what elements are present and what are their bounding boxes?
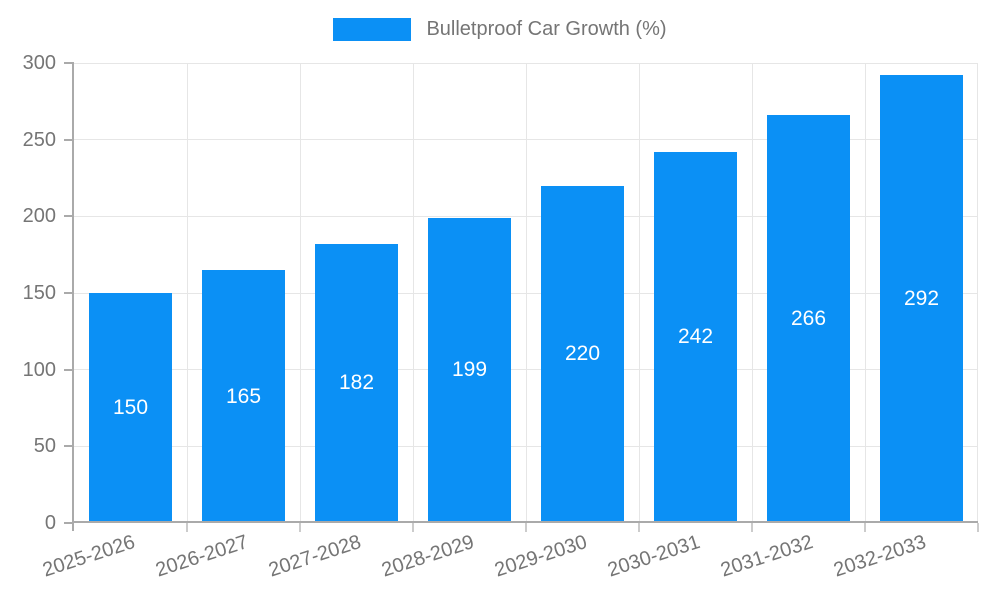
x-tick-4 [525, 523, 527, 532]
bar-2025-2026: 150 [89, 293, 172, 523]
y-tick-300 [64, 62, 74, 64]
y-tick-0 [64, 522, 74, 524]
bar-2032-2033: 292 [880, 75, 963, 523]
v-gridline-6 [751, 63, 753, 523]
bar-value-label: 182 [338, 371, 375, 395]
x-tick-5 [638, 523, 640, 532]
bar-value-label: 266 [790, 307, 827, 331]
legend: Bulletproof Car Growth (%) [0, 18, 1000, 41]
bar-2029-2030: 220 [541, 185, 624, 523]
plot-area: 150 165 182 199 220 242 266 292 [74, 62, 978, 523]
y-tick-200 [64, 215, 74, 218]
y-tick-250 [64, 138, 74, 141]
y-tick-label-0: 0 [44, 512, 56, 534]
v-gridline-2 [299, 63, 301, 523]
bar-2028-2029: 199 [428, 217, 511, 523]
legend-swatch-icon [333, 18, 412, 41]
x-tick-8 [977, 523, 979, 532]
x-axis-line [74, 521, 978, 523]
v-gridline-1 [186, 63, 188, 523]
bar-2026-2027: 165 [202, 270, 285, 523]
v-gridline-3 [412, 63, 414, 523]
y-axis-line [72, 63, 74, 531]
bar-2030-2031: 242 [654, 151, 737, 523]
bar-value-label: 165 [225, 384, 262, 408]
v-gridline-5 [638, 63, 640, 523]
bar-value-label: 242 [677, 325, 714, 349]
y-tick-label-200: 200 [22, 205, 56, 228]
bar-value-label: 199 [451, 358, 488, 382]
bar-2031-2032: 266 [767, 115, 850, 523]
x-tick-6 [751, 523, 753, 532]
x-tick-7 [864, 523, 866, 532]
y-tick-label-300: 300 [22, 52, 56, 74]
y-tick-label-250: 250 [22, 128, 56, 151]
y-tick-label-50: 50 [33, 435, 56, 458]
bar-2027-2028: 182 [315, 243, 398, 523]
legend-label: Bulletproof Car Growth (%) [426, 18, 667, 40]
y-tick-label-150: 150 [22, 282, 56, 304]
bar-value-label: 220 [564, 342, 601, 366]
legend-item[interactable]: Bulletproof Car Growth (%) [333, 18, 667, 41]
y-tick-label-100: 100 [22, 358, 56, 381]
y-tick-50 [64, 445, 74, 448]
x-tick-3 [412, 523, 414, 532]
v-gridline-7 [864, 63, 866, 523]
x-tick-1 [186, 523, 188, 532]
bar-value-label: 292 [903, 287, 940, 311]
y-tick-150 [64, 292, 74, 294]
y-tick-100 [64, 368, 74, 371]
x-tick-2 [299, 523, 301, 532]
v-gridline-8 [976, 63, 978, 523]
v-gridline-4 [525, 63, 527, 523]
bar-value-label: 150 [112, 396, 149, 419]
